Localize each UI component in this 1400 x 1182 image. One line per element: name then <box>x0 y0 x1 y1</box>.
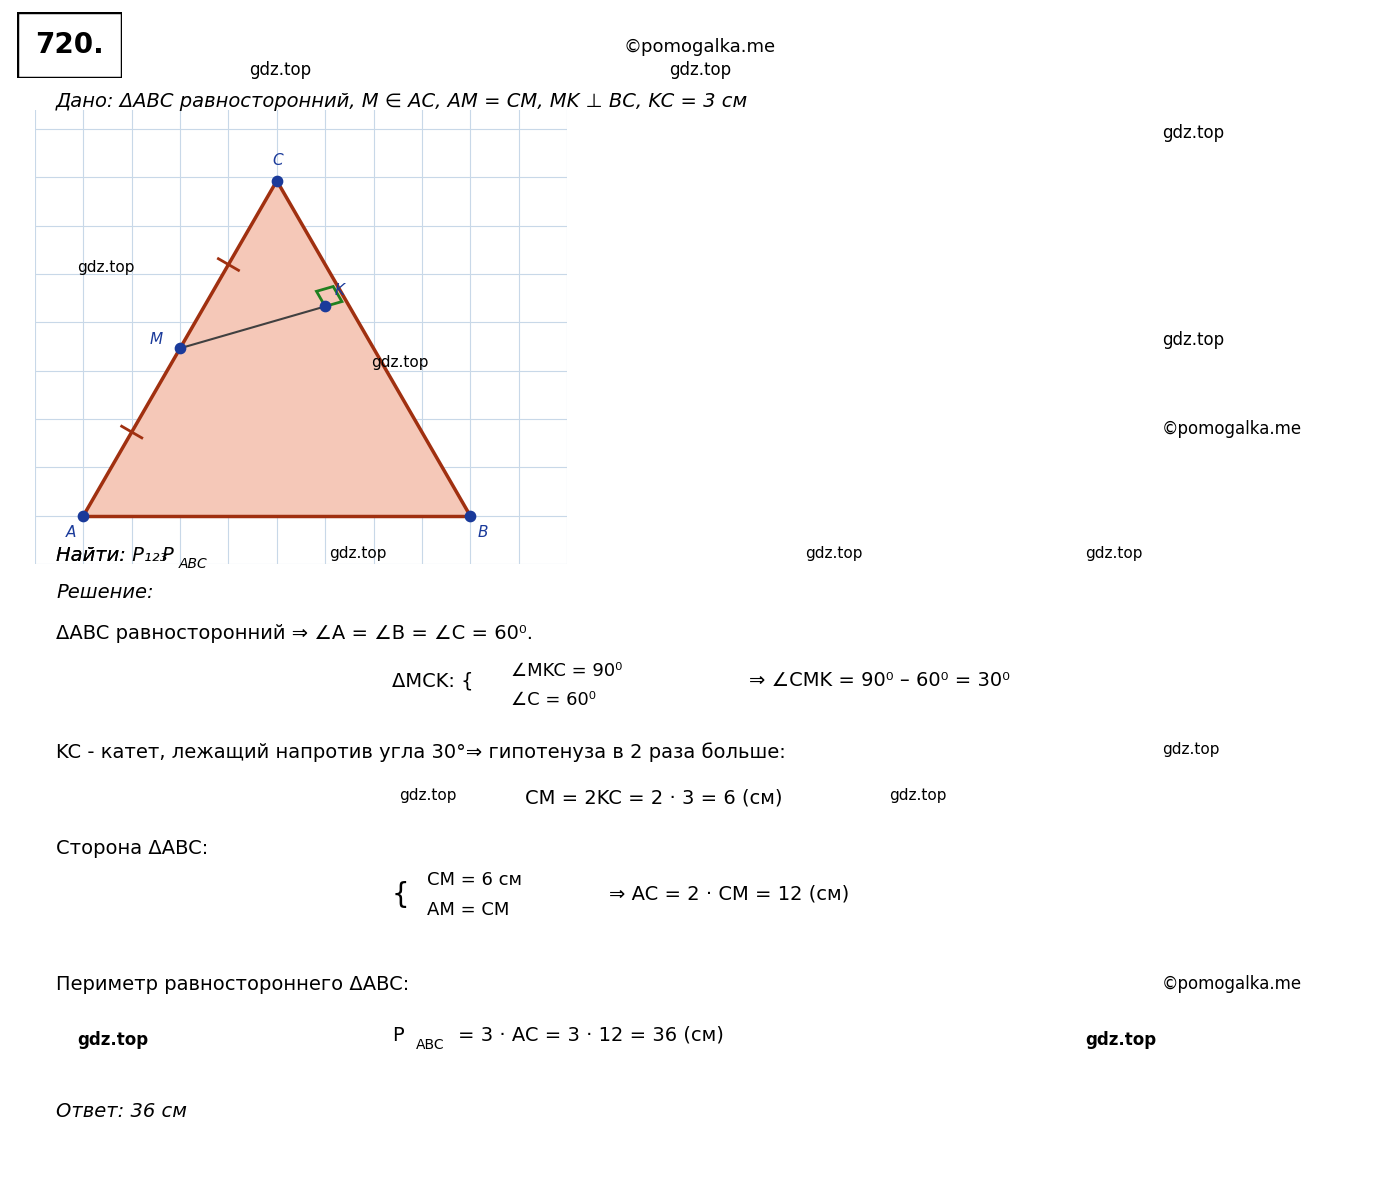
Text: gdz.top: gdz.top <box>1085 546 1142 561</box>
Text: 720.: 720. <box>35 31 104 59</box>
Text: ABC: ABC <box>416 1038 444 1052</box>
Text: P: P <box>161 546 172 565</box>
Text: ABC: ABC <box>179 557 209 571</box>
Text: A: A <box>66 525 77 540</box>
Text: ©pomogalka.me: ©pomogalka.me <box>1162 420 1302 437</box>
Text: Периметр равностороннего ΔABC:: Периметр равностороннего ΔABC: <box>56 975 409 994</box>
Text: Найти:: Найти: <box>56 546 132 565</box>
Point <box>73 506 95 525</box>
Text: ⇒ AC = 2 · CM = 12 (см): ⇒ AC = 2 · CM = 12 (см) <box>609 884 850 903</box>
Text: P: P <box>392 1026 403 1045</box>
Text: Найти: P₁₂₃: Найти: P₁₂₃ <box>56 546 168 565</box>
Text: gdz.top: gdz.top <box>889 788 946 804</box>
Point <box>459 506 482 525</box>
Text: {: { <box>392 881 410 909</box>
Point <box>314 297 336 316</box>
Text: gdz.top: gdz.top <box>1162 124 1224 142</box>
Text: gdz.top: gdz.top <box>329 546 386 561</box>
Text: M: M <box>150 332 162 348</box>
Text: gdz.top: gdz.top <box>249 61 311 79</box>
Text: gdz.top: gdz.top <box>1085 1031 1156 1048</box>
Text: gdz.top: gdz.top <box>77 260 134 275</box>
Text: gdz.top: gdz.top <box>371 355 428 370</box>
Text: CM = 6 см: CM = 6 см <box>427 871 522 889</box>
Text: gdz.top: gdz.top <box>669 61 731 79</box>
Text: KC - катет, лежащий напротив угла 30°⇒ гипотенуза в 2 раза больше:: KC - катет, лежащий напротив угла 30°⇒ г… <box>56 742 785 762</box>
Text: CM = 2KC = 2 · 3 = 6 (см): CM = 2KC = 2 · 3 = 6 (см) <box>525 788 783 807</box>
Text: ©pomogalka.me: ©pomogalka.me <box>624 38 776 56</box>
Text: ∠MKC = 90⁰: ∠MKC = 90⁰ <box>511 662 623 680</box>
Text: = 3 · AC = 3 · 12 = 36 (см): = 3 · AC = 3 · 12 = 36 (см) <box>458 1026 724 1045</box>
Text: gdz.top: gdz.top <box>77 1031 148 1048</box>
Text: gdz.top: gdz.top <box>1162 331 1224 349</box>
Text: ΔMCK: {: ΔMCK: { <box>392 671 473 690</box>
Text: ©pomogalka.me: ©pomogalka.me <box>1162 975 1302 993</box>
Text: Сторона ΔABC:: Сторона ΔABC: <box>56 839 209 858</box>
Text: gdz.top: gdz.top <box>1162 742 1219 758</box>
Point <box>266 171 288 190</box>
Text: ∠C = 60⁰: ∠C = 60⁰ <box>511 691 596 709</box>
Text: AM = CM: AM = CM <box>427 901 510 918</box>
Text: C: C <box>272 154 283 168</box>
Polygon shape <box>84 181 470 515</box>
Text: B: B <box>477 525 489 540</box>
Text: K: K <box>335 282 344 298</box>
Text: ΔABC равносторонний ⇒ ∠A = ∠B = ∠C = 60⁰.: ΔABC равносторонний ⇒ ∠A = ∠B = ∠C = 60⁰… <box>56 624 533 643</box>
Text: gdz.top: gdz.top <box>399 788 456 804</box>
Text: Решение:: Решение: <box>56 583 154 602</box>
Text: ⇒ ∠CMK = 90⁰ – 60⁰ = 30⁰: ⇒ ∠CMK = 90⁰ – 60⁰ = 30⁰ <box>749 671 1009 690</box>
Text: gdz.top: gdz.top <box>805 546 862 561</box>
Text: Ответ: 36 см: Ответ: 36 см <box>56 1102 188 1121</box>
Point <box>169 339 192 358</box>
Text: Дано: ΔABC равносторонний, M ∈ AC, AM = CM, MK ⊥ BC, KC = 3 см: Дано: ΔABC равносторонний, M ∈ AC, AM = … <box>56 92 748 111</box>
